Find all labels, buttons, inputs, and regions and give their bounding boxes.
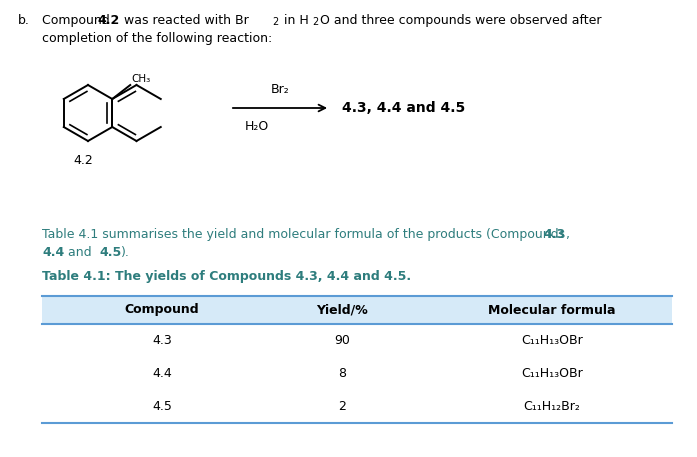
Text: 4.2: 4.2 [97, 14, 119, 27]
Text: 8: 8 [338, 367, 346, 380]
Bar [42, 296, 672, 324]
Text: C₁₁H₁₃OBr: C₁₁H₁₃OBr [521, 334, 583, 347]
Text: O and three compounds were observed after: O and three compounds were observed afte… [320, 14, 602, 27]
Text: 2: 2 [338, 400, 346, 413]
Text: 4.4: 4.4 [152, 367, 172, 380]
Text: Table 4.1: The yields of Compounds 4.3, 4.4 and 4.5.: Table 4.1: The yields of Compounds 4.3, … [42, 270, 411, 283]
Text: CH₃: CH₃ [131, 74, 151, 84]
Text: 2: 2 [272, 17, 278, 27]
Text: and: and [64, 246, 95, 259]
Text: ).: ). [121, 246, 130, 259]
Text: was reacted with Br: was reacted with Br [120, 14, 249, 27]
Text: 4.3: 4.3 [543, 228, 565, 241]
Text: 2: 2 [312, 17, 319, 27]
Text: 4.5: 4.5 [152, 400, 172, 413]
Text: 90: 90 [334, 334, 350, 347]
Text: completion of the following reaction:: completion of the following reaction: [42, 32, 273, 45]
Text: C₁₁H₁₂Br₂: C₁₁H₁₂Br₂ [523, 400, 581, 413]
Text: b.: b. [18, 14, 30, 27]
Text: H₂O: H₂O [245, 120, 269, 133]
Text: Br₂: Br₂ [270, 83, 289, 96]
Text: C₁₁H₁₃OBr: C₁₁H₁₃OBr [521, 367, 583, 380]
Text: Compound: Compound [42, 14, 114, 27]
Text: in H: in H [280, 14, 309, 27]
Text: 4.3, 4.4 and 4.5: 4.3, 4.4 and 4.5 [342, 101, 466, 115]
Text: Compound: Compound [125, 303, 199, 317]
Text: Yield/%: Yield/% [316, 303, 368, 317]
Text: 4.2: 4.2 [73, 154, 93, 167]
Text: Table 4.1 summarises the yield and molecular formula of the products (Compounds: Table 4.1 summarises the yield and molec… [42, 228, 569, 241]
Text: 4.4: 4.4 [42, 246, 64, 259]
Text: 4.5: 4.5 [99, 246, 121, 259]
Text: Molecular formula: Molecular formula [489, 303, 615, 317]
Text: 4.3: 4.3 [152, 334, 172, 347]
Text: ,: , [566, 228, 570, 241]
